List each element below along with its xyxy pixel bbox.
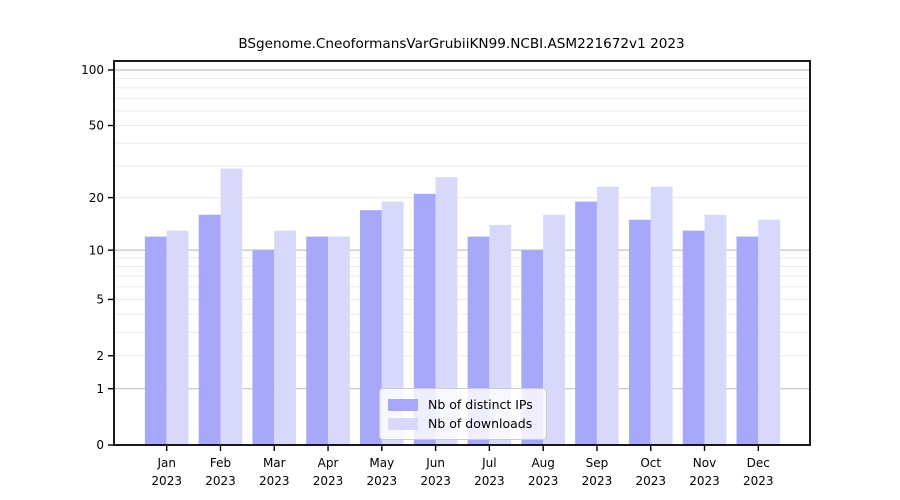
x-tick-label-month: Jun	[425, 456, 445, 470]
x-tick-label-month: Mar	[263, 456, 286, 470]
bar-distinct-ips-nov	[682, 230, 705, 445]
x-tick-label-month: Dec	[747, 456, 770, 470]
legend-item-distinct-ips: Nb of distinct IPs	[388, 395, 536, 414]
y-tick-label: 20	[89, 191, 104, 205]
bar-distinct-ips-may	[360, 210, 382, 445]
x-tick-label-year: 2023	[205, 474, 236, 488]
x-tick-label-year: 2023	[420, 474, 451, 488]
x-tick-label-year: 2023	[474, 474, 505, 488]
x-tick-label-month: Nov	[693, 456, 716, 470]
x-tick-label-month: Sep	[586, 456, 609, 470]
x-tick-label-year: 2023	[528, 474, 559, 488]
legend-label-distinct-ips: Nb of distinct IPs	[428, 397, 533, 412]
x-tick-label-year: 2023	[689, 474, 720, 488]
y-tick-label: 0	[96, 438, 104, 452]
bar-downloads-sep	[596, 186, 619, 445]
y-tick-label: 1	[96, 382, 104, 396]
bar-downloads-nov	[704, 214, 727, 445]
x-tick-label-year: 2023	[743, 474, 774, 488]
bar-downloads-dec	[758, 219, 781, 445]
bar-distinct-ips-sep	[575, 201, 597, 445]
y-tick-label: 50	[89, 119, 104, 133]
x-tick-label-year: 2023	[313, 474, 344, 488]
x-tick-label-month: Feb	[210, 456, 231, 470]
bar-distinct-ips-feb	[198, 214, 221, 445]
bar-distinct-ips-apr	[306, 236, 329, 445]
bar-downloads-mar	[274, 230, 297, 445]
bar-distinct-ips-jun	[413, 193, 436, 445]
legend-swatch-downloads	[388, 417, 418, 430]
legend: Nb of distinct IPs Nb of downloads	[379, 388, 547, 440]
x-tick-label-year: 2023	[151, 474, 182, 488]
chart-title: BSgenome.CneoformansVarGrubiiKN99.NCBI.A…	[238, 36, 685, 52]
x-tick-label-month: Jul	[481, 456, 496, 470]
bar-distinct-ips-oct	[628, 219, 651, 445]
bar-downloads-jan	[166, 230, 189, 445]
bar-downloads-jun	[435, 177, 458, 445]
x-tick-label-year: 2023	[582, 474, 613, 488]
x-tick-label-year: 2023	[635, 474, 666, 488]
bar-downloads-aug	[543, 214, 565, 445]
bar-downloads-may	[381, 201, 404, 445]
x-tick-label-year: 2023	[259, 474, 290, 488]
y-tick-label: 100	[81, 63, 104, 77]
bar-distinct-ips-mar	[252, 250, 275, 445]
bar-distinct-ips-dec	[736, 236, 759, 445]
bar-distinct-ips-jan	[144, 236, 167, 445]
x-tick-label-month: Jan	[156, 456, 176, 470]
legend-swatch-distinct-ips	[388, 398, 418, 411]
legend-label-downloads: Nb of downloads	[428, 416, 533, 431]
legend-item-downloads: Nb of downloads	[388, 414, 536, 433]
bar-downloads-feb	[220, 168, 243, 445]
x-tick-label-month: May	[369, 456, 394, 470]
y-tick-label: 10	[89, 243, 104, 257]
x-tick-label-year: 2023	[367, 474, 398, 488]
bar-downloads-oct	[650, 186, 673, 445]
bar-downloads-apr	[328, 236, 350, 445]
x-tick-label-month: Apr	[318, 456, 339, 470]
y-tick-label: 2	[96, 349, 104, 363]
y-tick-label: 5	[96, 293, 104, 307]
x-tick-label-month: Aug	[531, 456, 554, 470]
x-tick-label-month: Oct	[640, 456, 661, 470]
axes-frame	[113, 60, 811, 446]
